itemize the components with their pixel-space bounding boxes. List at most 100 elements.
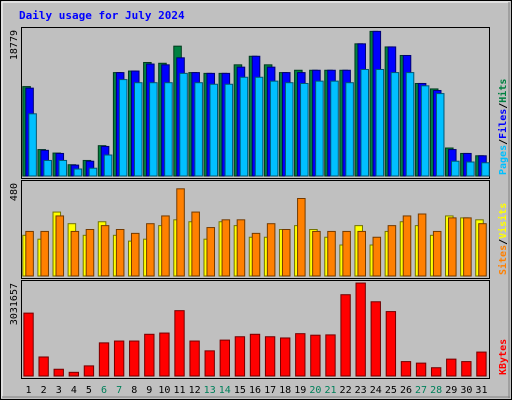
bar-kbytes-day-12 [189, 340, 200, 377]
bar-sites-day-26 [402, 215, 412, 277]
chart-title: Daily usage for July 2024 [19, 9, 185, 22]
bar-sites-day-28 [432, 230, 442, 277]
bar-pages-day-21 [330, 80, 339, 177]
bar-sites-day-30 [463, 217, 472, 277]
bar-pages-day-16 [254, 76, 264, 177]
bar-kbytes-day-27 [415, 362, 427, 377]
bar-pages-day-13 [209, 83, 219, 177]
bar-pages-day-31 [481, 162, 490, 177]
bar-sites-day-21 [327, 230, 336, 277]
bar-sites-day-8 [130, 232, 140, 277]
bar-pages-day-9 [149, 82, 158, 177]
x-tick-label-3: 3 [56, 385, 62, 396]
bar-pages-day-30 [466, 161, 475, 177]
bar-pages-day-6 [103, 154, 113, 177]
bar-pages-day-11 [179, 72, 188, 177]
legend-item-sites: Sites [497, 245, 509, 275]
bar-sites-day-9 [146, 223, 155, 277]
bar-pages-day-28 [435, 93, 445, 177]
bar-kbytes-day-15 [234, 336, 246, 377]
x-tick-label-30: 30 [460, 385, 472, 396]
bar-sites-day-4 [70, 230, 80, 277]
bar-pages-day-10 [164, 82, 173, 177]
x-tick-label-23: 23 [355, 385, 367, 396]
x-tick-label-10: 10 [158, 385, 170, 396]
bar-pages-day-22 [345, 82, 354, 177]
x-tick-label-29: 29 [445, 385, 457, 396]
bar-pages-day-24 [375, 68, 385, 177]
panel-top-ymax-label: 18779 [9, 30, 20, 60]
x-tick-label-18: 18 [279, 385, 291, 396]
x-tick-label-26: 26 [400, 385, 412, 396]
bar-pages-day-12 [194, 82, 203, 177]
bar-kbytes-day-31 [476, 351, 487, 377]
legend-item-hits: Hits [497, 79, 509, 103]
panel-bottom-ymax-label: 3031657 [9, 283, 20, 325]
x-tick-label-20: 20 [309, 385, 321, 396]
bar-pages-day-26 [405, 72, 415, 177]
bar-sites-day-12 [191, 211, 200, 277]
x-tick-label-28: 28 [430, 385, 442, 396]
bar-sites-day-17 [266, 223, 276, 277]
bar-pages-day-8 [133, 82, 143, 177]
x-tick-label-19: 19 [294, 385, 306, 396]
legend-item-kbytes: KBytes [498, 339, 509, 375]
bar-kbytes-day-7 [113, 340, 125, 377]
bar-sites-day-23 [357, 230, 366, 277]
bar-sites-day-22 [342, 230, 351, 277]
bar-pages-day-14 [224, 83, 234, 177]
bar-kbytes-day-6 [98, 342, 110, 377]
bar-kbytes-day-10 [159, 332, 170, 377]
x-tick-label-4: 4 [71, 385, 77, 396]
bar-pages-day-15 [239, 76, 249, 177]
bar-kbytes-day-19 [295, 333, 306, 377]
panel-top-legend: Pages/Files/Hits [497, 79, 509, 175]
bar-kbytes-day-17 [264, 336, 276, 377]
x-tick-label-27: 27 [415, 385, 427, 396]
bar-sites-day-18 [281, 229, 291, 277]
bar-kbytes-day-28 [430, 367, 442, 377]
bar-kbytes-day-22 [340, 294, 351, 377]
bar-pages-day-1 [28, 113, 37, 177]
bar-kbytes-day-13 [204, 350, 215, 377]
legend-item-pages: Pages [498, 145, 509, 175]
x-tick-label-24: 24 [370, 385, 382, 396]
bar-sites-day-16 [251, 232, 261, 277]
bar-sites-day-11 [176, 188, 185, 277]
bar-pages-day-27 [420, 85, 430, 177]
bar-pages-day-17 [269, 80, 279, 177]
x-tick-label-1: 1 [26, 385, 32, 396]
bar-pages-day-20 [315, 80, 324, 177]
bar-kbytes-day-14 [219, 339, 230, 377]
legend-item-files: Files [497, 109, 509, 139]
x-tick-label-21: 21 [324, 385, 336, 396]
x-tick-label-14: 14 [219, 385, 231, 396]
x-tick-label-7: 7 [116, 385, 122, 396]
legend-item-visits: Visits [497, 203, 509, 239]
bar-sites-day-25 [387, 225, 397, 277]
bar-pages-day-19 [300, 82, 309, 177]
bar-pages-day-7 [118, 79, 128, 177]
bar-kbytes-day-20 [310, 334, 321, 377]
x-tick-label-31: 31 [475, 385, 487, 396]
x-tick-label-2: 2 [41, 385, 47, 396]
bar-kbytes-day-9 [144, 333, 155, 377]
bar-kbytes-day-23 [355, 282, 366, 377]
x-tick-label-13: 13 [204, 385, 216, 396]
bar-pages-day-3 [58, 159, 68, 177]
x-tick-label-12: 12 [189, 385, 201, 396]
legend-item-: / [498, 239, 509, 245]
x-tick-label-6: 6 [101, 385, 107, 396]
bar-pages-day-18 [284, 82, 294, 177]
panel-bottom-legend: KBytes [498, 339, 509, 375]
bar-pages-day-29 [451, 160, 460, 177]
bar-kbytes-day-16 [249, 333, 261, 377]
panel-middle-ymax-label: 480 [9, 183, 20, 201]
bar-kbytes-day-21 [325, 334, 336, 377]
x-tick-label-11: 11 [173, 385, 185, 396]
bar-kbytes-day-24 [370, 301, 381, 377]
bar-sites-day-5 [85, 229, 95, 277]
bar-kbytes-day-3 [53, 368, 64, 377]
